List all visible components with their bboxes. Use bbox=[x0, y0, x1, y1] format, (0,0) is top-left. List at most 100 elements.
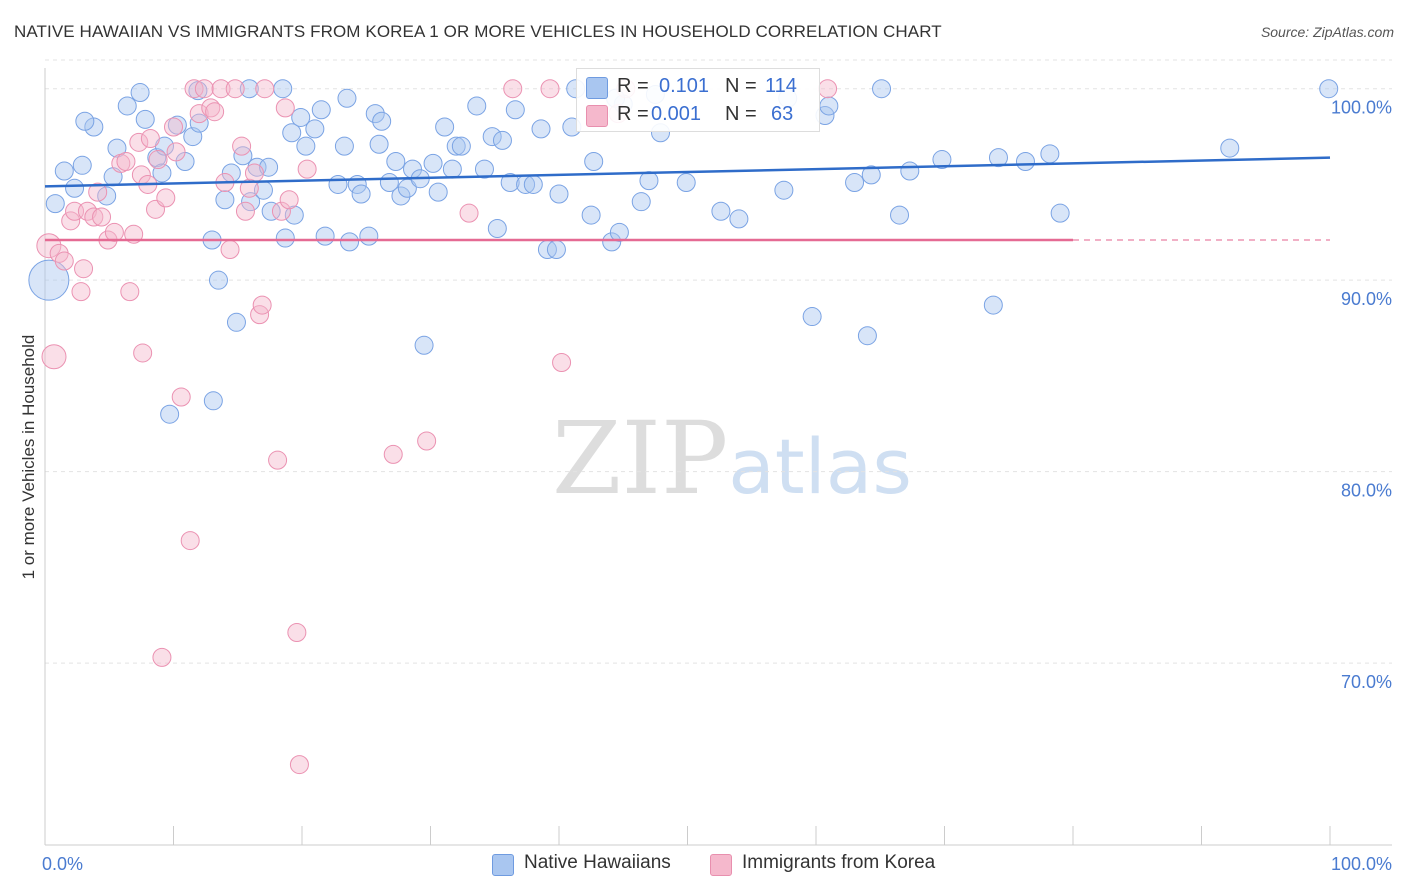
point-native-hawaiian bbox=[1050, 203, 1070, 223]
point-korea-immigrant bbox=[120, 282, 140, 302]
point-native-hawaiian bbox=[117, 96, 137, 116]
point-native-hawaiian bbox=[54, 161, 74, 181]
point-native-hawaiian bbox=[584, 151, 604, 171]
x-tick-label-start: 0.0% bbox=[42, 854, 83, 874]
point-native-hawaiian bbox=[275, 228, 295, 248]
legend-box: R = 0.101 N = 114 R = 0.001 N = 63 bbox=[576, 68, 820, 132]
watermark-atlas: atlas bbox=[728, 422, 912, 511]
point-native-hawaiian bbox=[1040, 144, 1060, 164]
point-native-hawaiian bbox=[189, 113, 209, 133]
point-native-hawaiian bbox=[872, 79, 892, 99]
axes bbox=[44, 68, 1392, 846]
point-native-hawaiian bbox=[28, 259, 70, 301]
point-korea-immigrant bbox=[156, 188, 176, 208]
point-native-hawaiian bbox=[369, 134, 389, 154]
point-korea-immigrant bbox=[818, 79, 838, 99]
point-native-hawaiian bbox=[233, 146, 253, 166]
point-native-hawaiian bbox=[372, 111, 392, 131]
point-native-hawaiian bbox=[203, 391, 223, 411]
point-native-hawaiian bbox=[45, 194, 65, 214]
point-korea-immigrant bbox=[239, 178, 259, 198]
point-native-hawaiian bbox=[135, 109, 155, 129]
point-native-hawaiian bbox=[711, 201, 731, 221]
point-native-hawaiian bbox=[467, 96, 487, 116]
legend-r-value: 0.101 bbox=[659, 75, 710, 97]
point-native-hawaiian bbox=[1015, 151, 1035, 171]
point-korea-immigrant bbox=[104, 222, 124, 242]
trend-line-native-hawaiians bbox=[44, 156, 1331, 188]
point-korea-immigrant bbox=[540, 79, 560, 99]
point-native-hawaiian bbox=[414, 335, 434, 355]
point-native-hawaiian bbox=[273, 79, 293, 99]
point-korea-immigrant bbox=[41, 344, 67, 370]
legend-n-label: N = bbox=[725, 75, 757, 97]
point-native-hawaiian bbox=[365, 104, 385, 124]
point-native-hawaiian bbox=[500, 173, 520, 193]
point-korea-immigrant bbox=[148, 150, 168, 170]
trend-lines bbox=[44, 156, 1331, 242]
point-korea-immigrant bbox=[194, 79, 214, 99]
point-korea-immigrant bbox=[383, 444, 403, 464]
point-native-hawaiian bbox=[315, 226, 335, 246]
point-native-hawaiian bbox=[482, 127, 502, 147]
point-native-hawaiian bbox=[729, 209, 749, 229]
point-native-hawaiian bbox=[311, 100, 331, 120]
point-native-hawaiian bbox=[549, 184, 569, 204]
point-native-hawaiian bbox=[983, 295, 1003, 315]
point-native-hawaiian bbox=[334, 136, 354, 156]
point-native-hawaiian bbox=[428, 182, 448, 202]
point-native-hawaiian bbox=[423, 153, 443, 173]
point-native-hawaiian bbox=[215, 190, 235, 210]
point-korea-immigrant bbox=[235, 201, 255, 221]
point-korea-immigrant bbox=[289, 755, 309, 775]
bottom-legend-native-hawaiians: Native Hawaiians bbox=[492, 852, 692, 876]
bottom-legend-label: Native Hawaiians bbox=[524, 852, 671, 873]
legend-r-label: R = bbox=[617, 103, 649, 125]
point-native-hawaiian bbox=[487, 218, 507, 238]
point-korea-immigrant bbox=[252, 295, 272, 315]
point-native-hawaiian bbox=[451, 136, 471, 156]
point-native-hawaiian bbox=[609, 222, 629, 242]
bottom-legend-immigrants-korea: Immigrants from Korea bbox=[710, 852, 970, 876]
point-native-hawaiian bbox=[328, 174, 348, 194]
point-native-hawaiian bbox=[857, 326, 877, 346]
point-korea-immigrant bbox=[88, 182, 108, 202]
point-korea-immigrant bbox=[275, 98, 295, 118]
point-native-hawaiian bbox=[639, 171, 659, 191]
point-korea-immigrant bbox=[268, 450, 288, 470]
point-native-hawaiian bbox=[474, 159, 494, 179]
point-korea-immigrant bbox=[140, 129, 160, 148]
point-native-hawaiian bbox=[291, 107, 311, 127]
point-native-hawaiian bbox=[531, 119, 551, 139]
point-korea-immigrant bbox=[189, 104, 209, 124]
point-korea-immigrant bbox=[184, 79, 204, 99]
point-native-hawaiian bbox=[988, 148, 1008, 168]
point-korea-immigrant bbox=[211, 79, 231, 99]
point-native-hawaiian bbox=[261, 201, 281, 221]
point-korea-immigrant bbox=[205, 102, 225, 122]
legend-row-native-hawaiians: R = 0.101 N = 114 bbox=[577, 71, 817, 101]
bottom-legend-swatch-pink bbox=[710, 854, 732, 876]
point-korea-immigrant bbox=[417, 431, 437, 451]
point-native-hawaiian bbox=[845, 173, 865, 193]
point-native-hawaiian bbox=[226, 312, 246, 332]
point-native-hawaiian bbox=[386, 151, 406, 171]
point-native-hawaiian bbox=[84, 117, 104, 137]
point-native-hawaiian bbox=[337, 88, 357, 108]
point-korea-immigrant bbox=[171, 387, 191, 407]
point-native-hawaiian bbox=[65, 178, 85, 198]
point-korea-immigrant bbox=[133, 343, 153, 363]
point-native-hawaiian bbox=[446, 136, 466, 156]
data-points bbox=[28, 79, 1339, 775]
point-native-hawaiian bbox=[890, 205, 910, 225]
tick-labels: 100.0% 90.0% 80.0% 70.0% 0.0% 100.0% bbox=[42, 98, 1392, 874]
point-native-hawaiian bbox=[305, 119, 325, 139]
legend-swatch-pink bbox=[586, 105, 608, 127]
bottom-legend-swatch-blue bbox=[492, 854, 514, 876]
point-native-hawaiian bbox=[581, 205, 601, 225]
point-korea-immigrant bbox=[129, 132, 149, 152]
point-native-hawaiian bbox=[75, 111, 95, 131]
point-native-hawaiian bbox=[259, 157, 279, 177]
y-tick-label: 100.0% bbox=[1331, 98, 1392, 118]
